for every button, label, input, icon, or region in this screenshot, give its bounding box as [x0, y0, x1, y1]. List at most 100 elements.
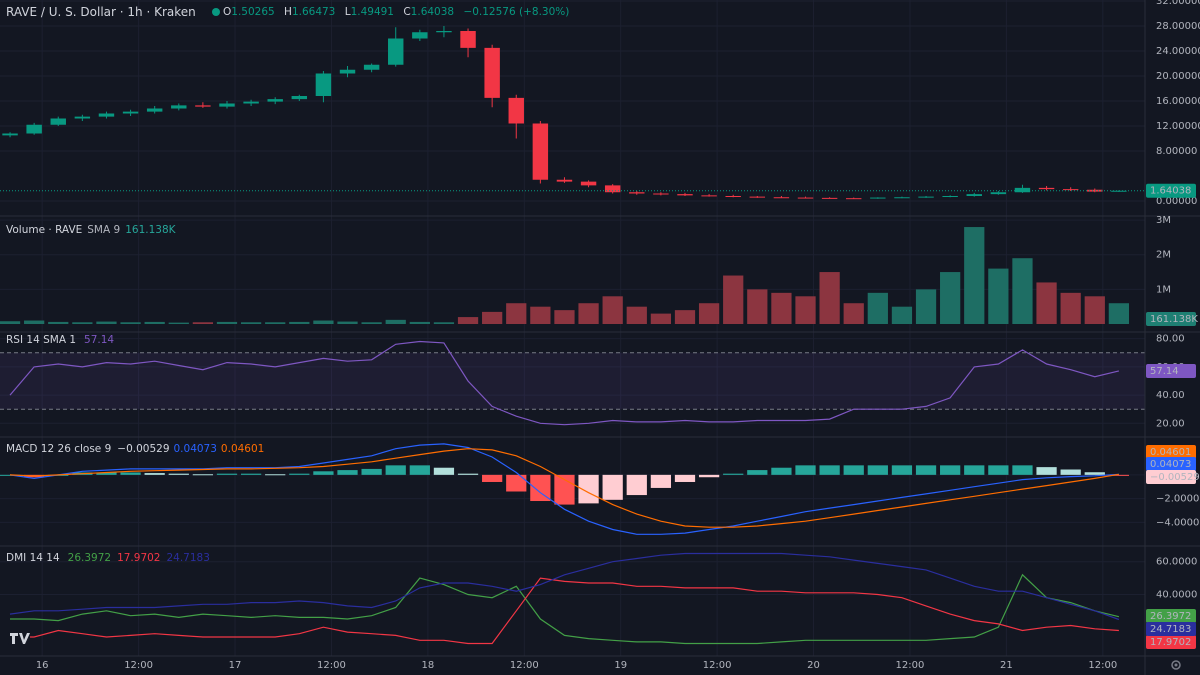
macd-histogram-bar: [482, 474, 503, 482]
macd-histogram-bar: [313, 471, 334, 475]
macd-histogram-bar: [265, 474, 286, 476]
candle-body: [846, 198, 862, 200]
candle-body: [653, 193, 669, 195]
volume-bar: [409, 321, 430, 324]
indicator-line: [9, 340, 1120, 426]
volume-bar: [506, 303, 527, 324]
x-tick-label: 19: [614, 660, 627, 671]
macd-histogram-bar: [915, 465, 937, 475]
macd-histogram-bar: [891, 465, 913, 475]
macd-histogram-bar: [506, 474, 527, 492]
settings-icon[interactable]: [1171, 660, 1181, 670]
candle-body: [436, 31, 452, 33]
candle-body: [171, 105, 187, 109]
macd-histogram-bar: [530, 474, 551, 502]
candle-body: [701, 195, 717, 197]
indicator-line: [9, 443, 1119, 535]
volume-bar: [361, 322, 382, 324]
y-tick-label: 20.00: [1156, 418, 1185, 429]
candle-body: [26, 124, 42, 134]
axis-label-box: [1146, 445, 1196, 459]
y-tick-label: 28.00000: [1156, 21, 1200, 32]
rsi-band: [0, 352, 1145, 410]
axis-label: −0.00529: [1150, 472, 1200, 483]
symbol-title: RAVE / U. S. Dollar · 1h · Kraken: [6, 5, 196, 19]
volume-bar: [602, 296, 623, 324]
volume-bar: [723, 275, 744, 324]
volume-bar: [120, 322, 141, 324]
legend-value: 17.9702: [117, 552, 160, 564]
axis-label: 17.9702: [1150, 637, 1191, 648]
macd-histogram-bar: [337, 470, 358, 475]
axis-label: 57.14: [1150, 366, 1179, 377]
macd-histogram-bar: [843, 465, 864, 475]
macd-histogram-bar: [216, 473, 238, 475]
candle-body: [894, 197, 910, 199]
volume-bar: [313, 320, 334, 324]
macd-histogram-bar: [940, 465, 961, 475]
legend-value: 24.7183: [166, 552, 209, 564]
volume-bar: [747, 289, 768, 324]
legend-value: −0.00529: [117, 443, 169, 455]
rsi-legend: RSI 14 SMA 1 57.14: [6, 334, 114, 346]
macd-histogram-bar: [168, 473, 189, 475]
marks: [0, 26, 1145, 645]
ohlc-value: 1.64038: [411, 6, 454, 18]
candle-body: [677, 194, 693, 196]
y-tick-label: 20.00000: [1156, 71, 1200, 82]
tv-logo[interactable]: [8, 630, 30, 646]
volume-bar: [843, 303, 864, 324]
candle-body: [604, 185, 621, 193]
ohlc-key: C: [403, 6, 410, 18]
y-tick-label: −4.00000: [1156, 517, 1200, 528]
volume-bar: [96, 321, 117, 324]
candle-body: [315, 73, 332, 96]
candle-body: [773, 197, 790, 199]
volume-bar: [24, 320, 45, 324]
candle-body: [146, 108, 163, 112]
macd-histogram-bar: [361, 468, 382, 475]
change-value: −0.12576 (+8.30%): [463, 6, 569, 18]
y-tick-label: 40.00: [1156, 390, 1185, 401]
volume-bar: [482, 311, 503, 324]
macd-histogram-bar: [385, 465, 406, 475]
legend-value: 0.04073: [174, 443, 217, 455]
axis-label-box: [1146, 364, 1196, 378]
volume-bar: [240, 322, 262, 324]
volume-bar: [1060, 292, 1081, 324]
volume-bar: [674, 310, 696, 324]
legend-subtitle: SMA 9: [87, 224, 120, 236]
volume-bar: [554, 310, 575, 324]
volume-bar: [168, 322, 189, 324]
axis-label-box: [1146, 470, 1196, 484]
candle-body: [725, 196, 741, 197]
axis-label-box: [1146, 622, 1196, 636]
legend-value: 161.138K: [125, 224, 176, 236]
x-tick-label: 21: [1000, 660, 1013, 671]
candle-body: [749, 196, 766, 198]
legend-value: 0.04601: [221, 443, 264, 455]
macd-histogram-bar: [289, 473, 310, 475]
macd-histogram-bar: [988, 465, 1009, 475]
y-tick-label: 80.00: [1156, 334, 1185, 345]
x-tick-label: 20: [807, 660, 820, 671]
macd-histogram-bar: [747, 470, 768, 475]
candle-body: [508, 97, 524, 124]
macd-histogram-bar: [409, 465, 430, 475]
legend-value: 57.14: [84, 334, 114, 346]
ohlc-value: 1.49491: [351, 6, 394, 18]
candle-body: [291, 96, 308, 100]
ohlc-key: L: [345, 6, 351, 18]
candle-body: [219, 103, 235, 107]
macd-histogram-bar: [96, 472, 117, 475]
x-tick-label: 12:00: [703, 660, 732, 671]
volume-bar: [265, 322, 286, 324]
candle-body: [243, 101, 259, 104]
x-tick-label: 18: [422, 660, 435, 671]
y-tick-label: 0.00000: [1156, 196, 1197, 207]
macd-histogram-bar: [602, 474, 623, 500]
macd-histogram-bar: [698, 474, 720, 478]
candle-body: [412, 32, 428, 39]
volume-bar: [144, 321, 165, 324]
